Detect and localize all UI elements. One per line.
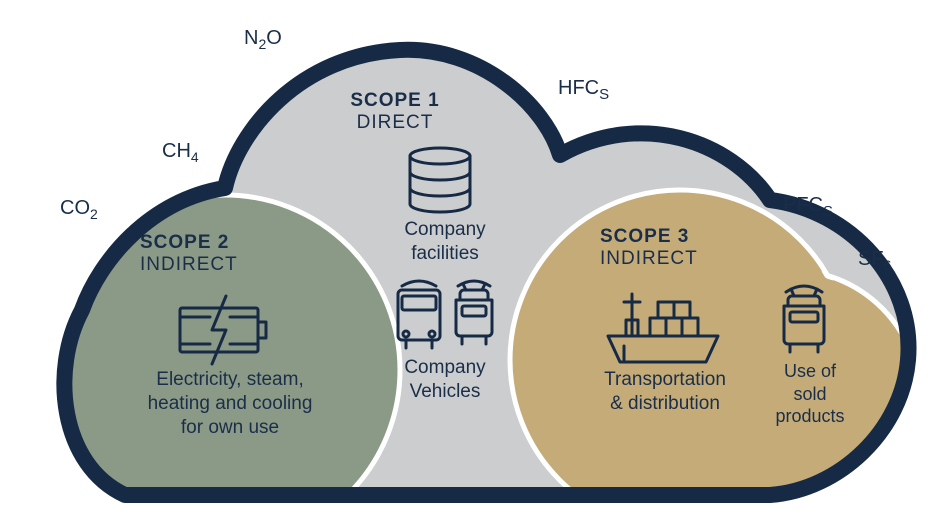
scope1-vehicles-label: Company Vehicles — [370, 356, 520, 404]
scope1-subtitle: DIRECT — [300, 112, 490, 134]
scope2-description: Electricity, steam, heating and cooling … — [120, 368, 340, 439]
scope3-subtitle: INDIRECT — [600, 248, 698, 270]
scope2-subtitle: INDIRECT — [140, 254, 238, 276]
scope1-facilities-label: Company facilities — [370, 218, 520, 266]
scope1-title: SCOPE 1 — [300, 90, 490, 112]
scope2-heading: SCOPE 2 INDIRECT — [140, 232, 238, 276]
gas-label-sf6: SF6 — [858, 248, 891, 273]
gas-label-ch4: CH4 — [162, 140, 199, 165]
scope3-title: SCOPE 3 — [600, 226, 698, 248]
scope1-heading: SCOPE 1 DIRECT — [300, 90, 490, 134]
gas-label-hfcs: HFCS — [558, 77, 609, 103]
gas-label-co2: CO2 — [60, 197, 98, 222]
gas-label-pfcs: PFCS — [783, 194, 833, 220]
scope3-transport-label: Transportation & distribution — [575, 368, 755, 416]
scope2-title: SCOPE 2 — [140, 232, 238, 254]
scope3-usesold-label: Use of sold products — [760, 360, 860, 428]
gas-label-n2o: N2O — [244, 27, 282, 52]
scope3-heading: SCOPE 3 INDIRECT — [600, 226, 698, 270]
